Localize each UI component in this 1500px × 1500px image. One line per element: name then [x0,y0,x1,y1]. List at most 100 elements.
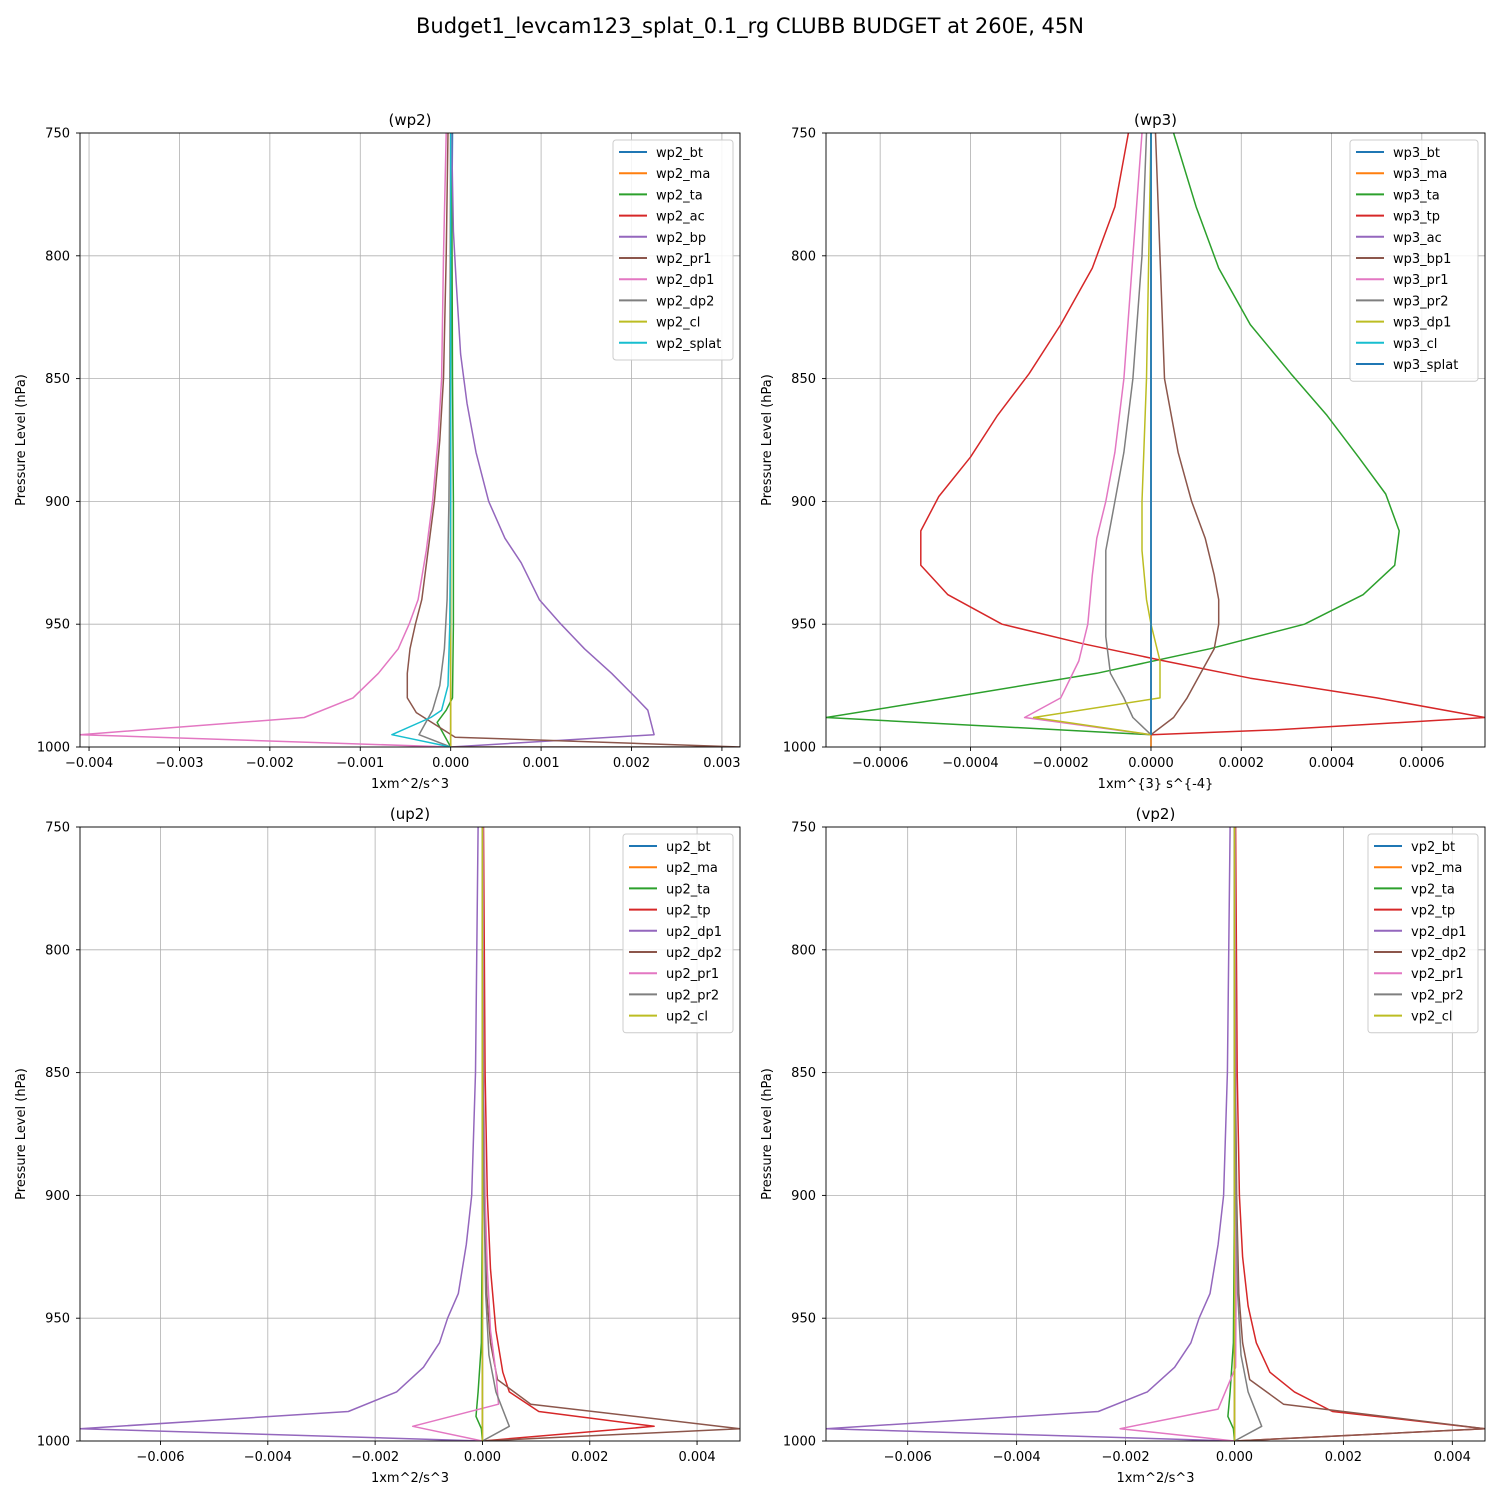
y-tick-label: 950 [45,618,70,633]
y-tick-label: 850 [791,372,816,387]
x-tick-label: −0.004 [993,1450,1041,1465]
x-axis-label: 1xm^2/s^3 [1116,1471,1194,1486]
legend-entry: wp3_tp [1393,210,1440,225]
legend-entry: up2_dp2 [666,946,722,961]
panel-title: (wp2) [388,111,431,129]
x-axis-label: 1xm^{3} s^{-4} [1098,777,1214,792]
x-tick-label: 0.000 [1216,1450,1253,1465]
panel-title: (up2) [390,805,430,823]
legend-entry: up2_pr1 [666,967,719,982]
series-line-wp2_dp2 [418,133,452,747]
legend-entry: up2_ta [666,882,710,897]
legend-entry: wp3_cl [1393,337,1437,352]
series-line-wp3_ta [826,133,1400,736]
y-tick-label: 900 [791,1189,816,1204]
legend-entry: wp3_bp1 [1393,252,1451,267]
legend-entry: wp2_splat [656,337,721,352]
legend-entry: wp2_dp2 [656,294,714,309]
legend-entry: wp3_pr2 [1393,294,1449,309]
y-tick-label: 800 [791,249,816,264]
x-tick-label: −0.003 [155,756,203,771]
legend-entry: wp2_bt [656,146,703,161]
y-tick-label: 800 [45,943,70,958]
x-axis-label: 1xm^2/s^3 [371,777,449,792]
series-line-wp2_splat [391,133,452,747]
y-tick-label: 950 [791,618,816,633]
y-tick-label: 1000 [37,741,70,756]
series-line-wp2_dp1 [80,133,451,747]
series-line-wp3_dp1 [1032,133,1161,736]
figure-title: Budget1_levcam123_splat_0.1_rg CLUBB BUD… [416,14,1084,38]
y-tick-label: 750 [791,821,816,836]
y-tick-label: 1000 [783,1435,816,1450]
series-group [80,827,740,1441]
axes-frame [79,826,741,1442]
x-tick-label: −0.002 [1101,1450,1149,1465]
legend-entry: wp2_ta [656,188,703,203]
x-tick-label: −0.001 [336,756,384,771]
axes-frame [825,826,1486,1442]
y-tick-label: 1000 [37,1435,70,1450]
legend-entry: vp2_bt [1411,840,1455,855]
legend: up2_bt up2_ma up2_ta up2_tp up2_dp1 up2_dp2up… [622,833,734,1034]
panel-title: (vp2) [1136,805,1176,823]
legend-entry: vp2_pr1 [1411,967,1464,982]
series-line-vp2_tp [1234,827,1485,1441]
legend-entry: vp2_ma [1411,861,1462,876]
series-line-wp3_pr2 [1105,133,1152,736]
legend-entry: wp2_bp [656,231,706,246]
y-axis-label: Pressure Level (hPa) [760,1068,775,1200]
legend-entry: wp2_cl [656,316,700,331]
legend-entry: wp2_ac [656,210,705,225]
legend-entry: wp3_dp1 [1393,316,1451,331]
y-tick-label: 750 [45,821,70,836]
x-tick-label: 0.0002 [1219,756,1265,771]
legend: wp2_bt wp2_ma wp2_ta wp2_ac wp2_bp wp2_pr1 wp2… [612,139,734,361]
x-tick-label: 0.000 [432,756,469,771]
x-tick-label: 0.004 [678,1450,715,1465]
y-tick-label: 900 [45,495,70,510]
x-tick-label: 0.0004 [1309,756,1355,771]
x-tick-label: −0.002 [246,756,294,771]
legend-frame [1367,833,1479,1034]
panel-2: −0.006 −0.004 −0.002 0.000 0.002 0.004 750 800 8… [14,805,741,1486]
series-group [826,133,1485,747]
y-tick-label: 850 [45,372,70,387]
x-tick-label: −0.006 [884,1450,932,1465]
x-tick-label: −0.006 [136,1450,184,1465]
legend-entry: up2_ma [666,861,718,876]
x-tick-label: 0.004 [1434,1450,1471,1465]
x-tick-label: 0.000 [464,1450,501,1465]
legend-entry: wp3_bt [1393,146,1440,161]
legend-entry: wp3_ta [1393,188,1440,203]
y-tick-label: 950 [791,1312,816,1327]
legend-entry: wp3_ac [1393,231,1442,246]
legend-entry: up2_dp1 [666,925,722,940]
series-line-wp3_tp [920,133,1485,736]
legend-entry: up2_pr2 [666,988,719,1003]
panel-3: −0.006 −0.004 −0.002 0.000 0.002 0.004 750 800 8… [760,805,1486,1486]
series-line-wp2_bp [450,133,655,747]
legend-entry: up2_tp [666,904,711,919]
legend-entry: wp3_splat [1393,358,1458,373]
x-tick-label: −0.002 [351,1450,399,1465]
legend: wp3_bt wp3_ma wp3_ta wp3_tp wp3_ac wp3_bp1 wp3… [1349,139,1479,382]
y-tick-label: 800 [791,943,816,958]
series-line-up2_pr2 [481,827,511,1441]
series-line-vp2_dp1 [826,827,1235,1441]
axes-frame [825,132,1486,748]
legend-entry: wp2_dp1 [656,273,714,288]
legend-entry: vp2_dp2 [1411,946,1467,961]
y-tick-label: 900 [45,1189,70,1204]
series-line-wp2_pr1 [406,133,740,747]
y-axis-label: Pressure Level (hPa) [760,374,775,506]
series-line-wp3_pr1 [1023,133,1152,736]
series-group [826,827,1485,1441]
y-axis-label: Pressure Level (hPa) [14,374,29,506]
y-tick-label: 950 [45,1312,70,1327]
x-tick-label: 0.0006 [1399,756,1445,771]
legend-entry: wp2_ma [656,167,710,182]
x-tick-label: 0.002 [613,756,650,771]
y-axis-label: Pressure Level (hPa) [14,1068,29,1200]
